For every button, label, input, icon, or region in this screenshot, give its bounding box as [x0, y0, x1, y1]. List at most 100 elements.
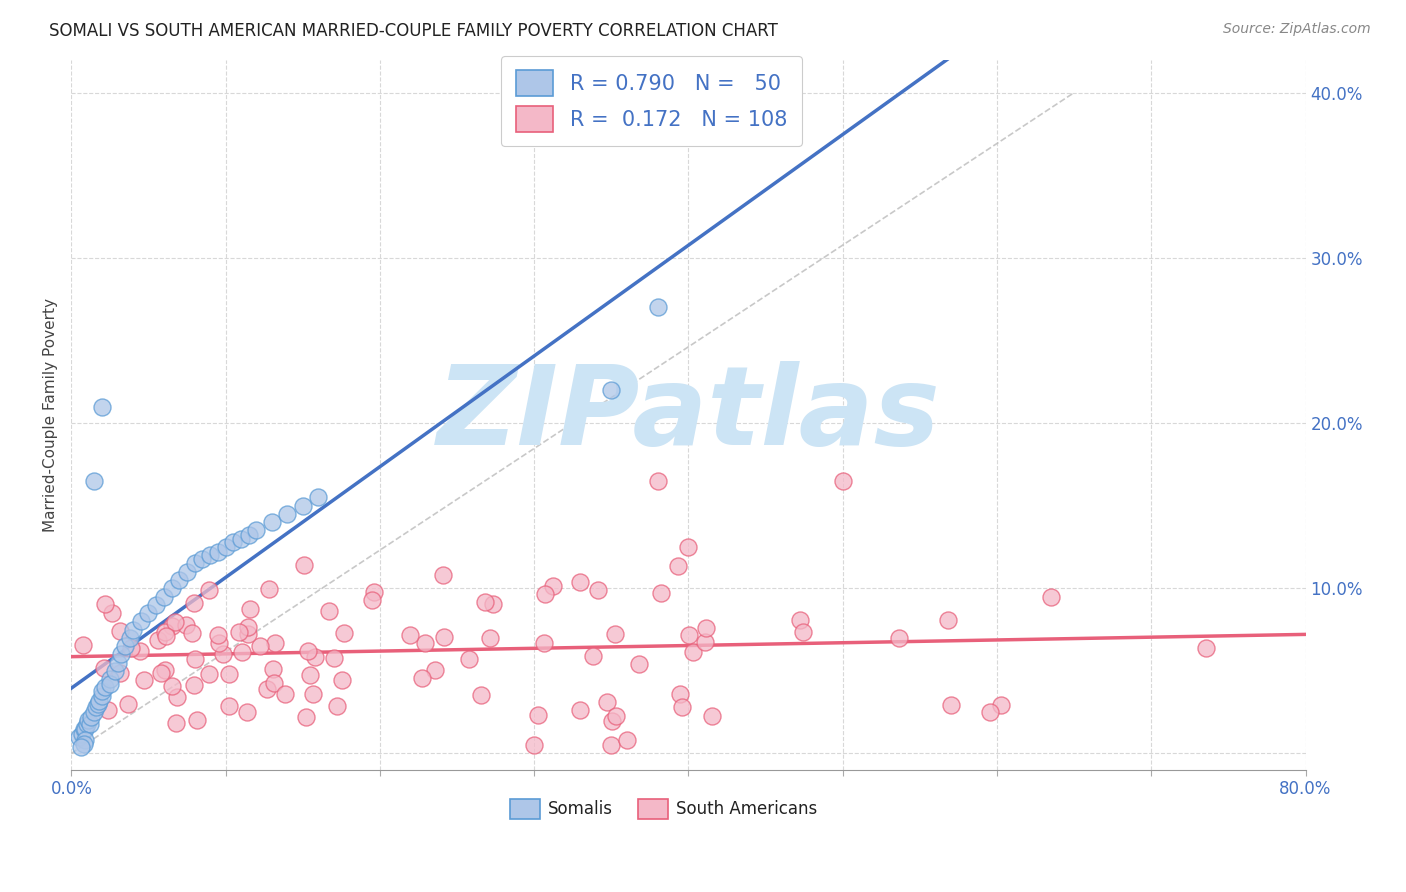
Y-axis label: Married-Couple Family Poverty: Married-Couple Family Poverty — [44, 298, 58, 532]
Point — [600, 383, 623, 397]
Point — [291, 499, 314, 513]
Point — [678, 540, 700, 554]
Point — [297, 644, 319, 658]
Point — [211, 647, 233, 661]
Point — [245, 524, 267, 538]
Point — [67, 730, 90, 744]
Point — [302, 686, 325, 700]
Point — [198, 548, 221, 562]
Point — [207, 628, 229, 642]
Point — [214, 540, 236, 554]
Point — [191, 551, 214, 566]
Point — [474, 595, 496, 609]
Point — [413, 636, 436, 650]
Point — [323, 651, 346, 665]
Point — [236, 627, 259, 641]
Point — [262, 662, 284, 676]
Point — [236, 706, 259, 720]
Legend: Somalis, South Americans: Somalis, South Americans — [503, 792, 824, 826]
Point — [229, 532, 252, 546]
Point — [600, 738, 623, 752]
Point — [669, 687, 692, 701]
Point — [91, 689, 114, 703]
Point — [458, 651, 481, 665]
Point — [222, 535, 245, 549]
Point — [198, 666, 221, 681]
Point — [586, 582, 609, 597]
Point — [72, 737, 94, 751]
Point — [77, 714, 100, 728]
Point — [69, 739, 91, 754]
Point — [259, 582, 281, 596]
Point — [166, 690, 188, 704]
Point — [160, 679, 183, 693]
Point — [423, 663, 446, 677]
Point — [108, 665, 131, 680]
Point — [153, 590, 176, 604]
Point — [100, 606, 122, 620]
Point — [184, 557, 207, 571]
Point — [333, 625, 356, 640]
Point — [527, 707, 550, 722]
Point — [263, 636, 285, 650]
Point — [145, 598, 167, 612]
Point — [239, 602, 262, 616]
Point — [132, 673, 155, 688]
Point — [668, 559, 690, 574]
Point — [98, 672, 121, 686]
Point — [650, 586, 672, 600]
Point — [155, 629, 177, 643]
Point — [75, 733, 97, 747]
Point — [138, 606, 160, 620]
Point — [79, 716, 101, 731]
Point — [183, 596, 205, 610]
Point — [98, 677, 121, 691]
Point — [238, 620, 260, 634]
Point — [605, 708, 627, 723]
Point — [979, 705, 1001, 719]
Point — [702, 708, 724, 723]
Point — [176, 618, 198, 632]
Point — [129, 615, 152, 629]
Point — [939, 698, 962, 713]
Point — [298, 667, 321, 681]
Point — [678, 628, 700, 642]
Point — [75, 722, 97, 736]
Point — [256, 681, 278, 696]
Point — [72, 722, 94, 736]
Point — [84, 700, 107, 714]
Point — [117, 697, 139, 711]
Point — [176, 565, 198, 579]
Point — [114, 639, 136, 653]
Point — [411, 671, 433, 685]
Point — [326, 698, 349, 713]
Point — [274, 688, 297, 702]
Point — [433, 631, 456, 645]
Point — [568, 703, 591, 717]
Point — [86, 697, 108, 711]
Point — [91, 683, 114, 698]
Point — [318, 603, 340, 617]
Point — [238, 528, 260, 542]
Point — [184, 652, 207, 666]
Point — [260, 515, 283, 529]
Point — [523, 738, 546, 752]
Point — [118, 631, 141, 645]
Text: SOMALI VS SOUTH AMERICAN MARRIED-COUPLE FAMILY POVERTY CORRELATION CHART: SOMALI VS SOUTH AMERICAN MARRIED-COUPLE … — [49, 22, 778, 40]
Point — [792, 624, 814, 639]
Point — [121, 641, 143, 656]
Point — [169, 573, 191, 587]
Point — [87, 693, 110, 707]
Point — [647, 301, 669, 315]
Point — [616, 733, 638, 747]
Point — [605, 627, 627, 641]
Point — [207, 545, 229, 559]
Point — [627, 657, 650, 671]
Point — [307, 491, 329, 505]
Point — [1040, 590, 1063, 604]
Point — [789, 613, 811, 627]
Point — [568, 574, 591, 589]
Point — [432, 568, 454, 582]
Point — [150, 665, 173, 680]
Point — [122, 623, 145, 637]
